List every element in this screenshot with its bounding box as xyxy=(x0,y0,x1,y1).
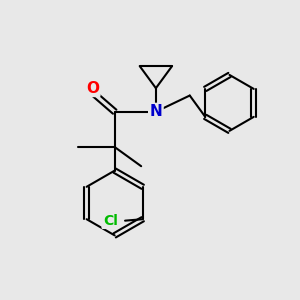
Text: N: N xyxy=(149,104,162,119)
Text: O: O xyxy=(86,81,99,96)
Text: Cl: Cl xyxy=(103,214,118,228)
